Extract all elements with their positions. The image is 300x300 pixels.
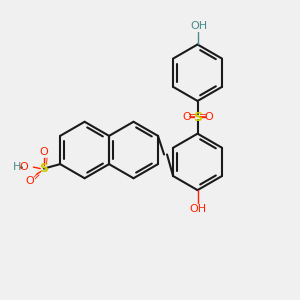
Text: =: = bbox=[199, 111, 207, 121]
Text: O: O bbox=[26, 176, 34, 186]
Text: =: = bbox=[41, 154, 52, 164]
Text: OH: OH bbox=[190, 21, 208, 31]
Text: O: O bbox=[20, 162, 28, 172]
Text: O: O bbox=[39, 147, 48, 157]
Text: OH: OH bbox=[189, 204, 206, 214]
Text: S: S bbox=[193, 111, 202, 124]
Text: O: O bbox=[205, 112, 213, 122]
Text: =: = bbox=[188, 111, 196, 121]
Text: S: S bbox=[39, 162, 48, 175]
Text: H: H bbox=[13, 162, 21, 172]
Text: O: O bbox=[182, 112, 190, 122]
Text: =: = bbox=[31, 169, 44, 182]
